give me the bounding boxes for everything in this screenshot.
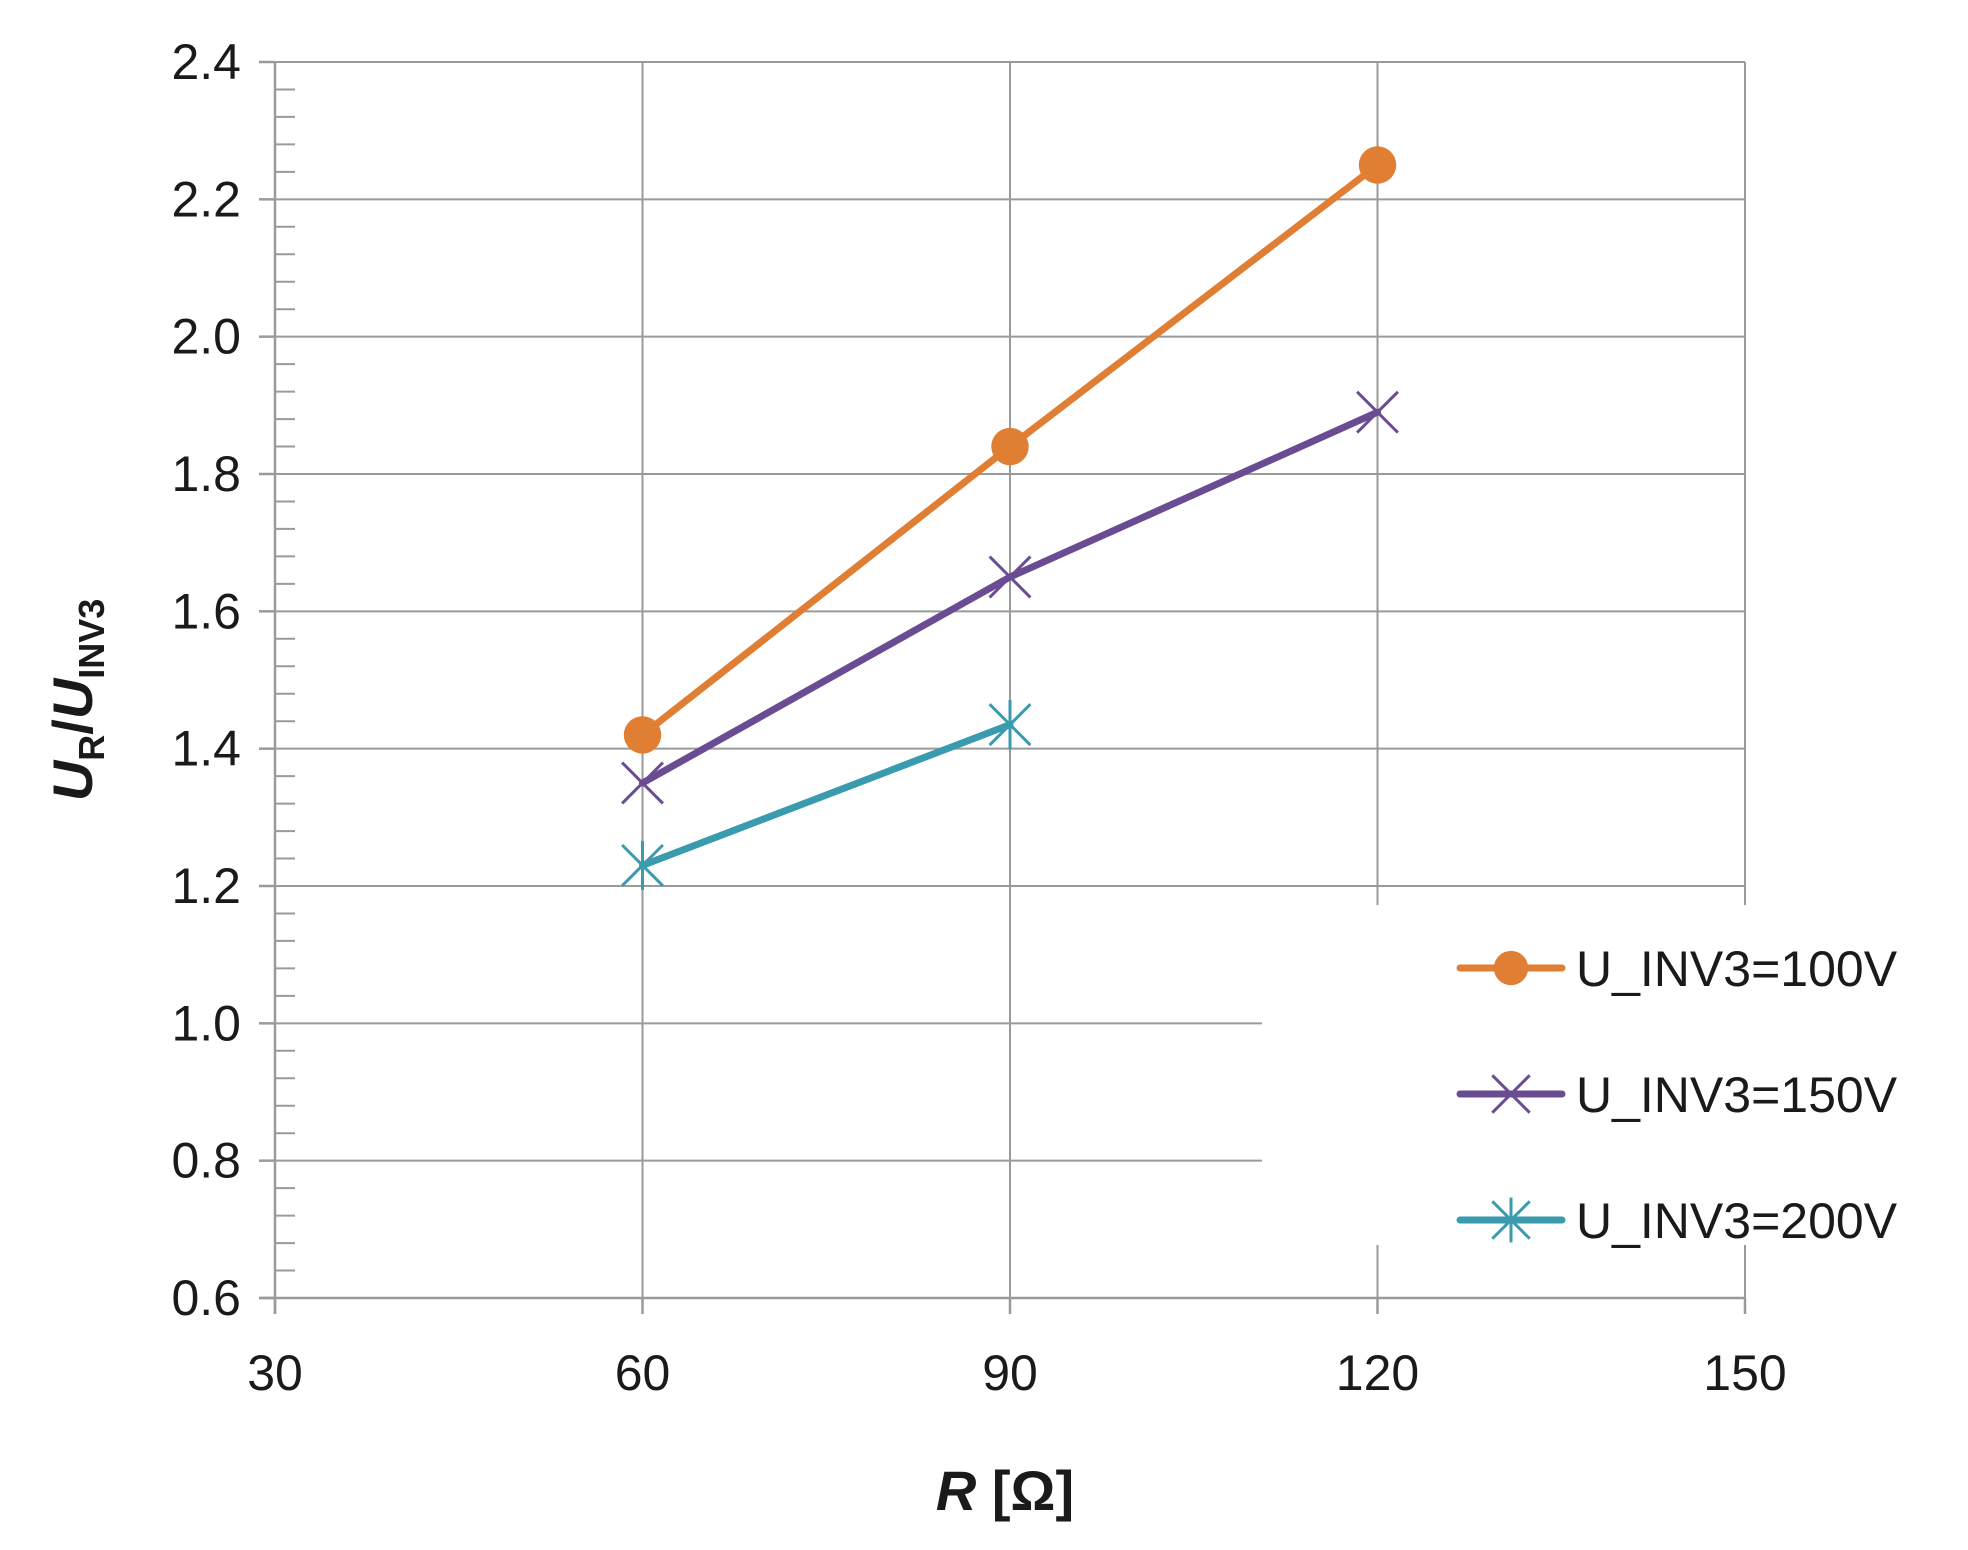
legend-item-3: U_INV3=200V [1456, 1193, 1898, 1249]
data-point [1358, 146, 1397, 184]
legend: U_INV3=100V U_INV3=150V U_INV3=200V [1456, 941, 1898, 1249]
series-3 [621, 700, 1032, 890]
y-tick-label: 1.2 [171, 858, 241, 914]
series-1 [623, 146, 1397, 754]
data-point [1356, 390, 1399, 434]
legend-item-2: U_INV3=150V [1456, 1067, 1898, 1123]
data-point [623, 716, 662, 754]
y-tick-label: 0.8 [171, 1133, 241, 1189]
y-tick-label: 1.0 [171, 995, 241, 1051]
legend-label: U_INV3=200V [1576, 1193, 1898, 1249]
x-axis-variable: R [936, 1459, 977, 1522]
legend-label: U_INV3=150V [1576, 1067, 1898, 1123]
series-2 [621, 390, 1399, 805]
y-axis-title: UR/UINV3 [41, 599, 112, 802]
x-tick-label: 150 [1703, 1345, 1786, 1401]
y-axis-slash: / [41, 719, 104, 735]
y-axis-numerator-subscript: R [71, 735, 112, 761]
series-group [621, 146, 1399, 890]
marker-stroke [1491, 1074, 1531, 1114]
legend-background [1262, 905, 1968, 1245]
x-tick-label: 60 [615, 1345, 671, 1401]
y-tick-label: 1.4 [171, 721, 241, 777]
data-point [988, 555, 1032, 599]
y-tick-label: 0.6 [171, 1270, 241, 1326]
axes [259, 60, 1747, 1314]
data-point [621, 761, 664, 805]
y-tick-label: 2.0 [171, 309, 241, 365]
y-axis-numerator: U [41, 759, 104, 801]
y-tick-labels: 0.6 0.8 1.0 1.2 1.4 1.6 1.8 2.0 2.2 2.4 [171, 34, 241, 1326]
y-tick-label: 2.4 [171, 34, 241, 90]
marker-stroke [621, 761, 664, 805]
y-axis-denominator-subscript: INV3 [71, 599, 112, 679]
legend-marker [1491, 1197, 1531, 1243]
legend-item-1: U_INV3=100V [1456, 941, 1898, 997]
x-tick-labels: 30 60 90 120 150 [247, 1345, 1787, 1401]
data-point [621, 840, 664, 890]
legend-marker [1491, 1074, 1531, 1114]
legend-marker [1493, 950, 1529, 986]
x-axis-unit: [Ω] [976, 1459, 1074, 1522]
series-line [639, 721, 1014, 869]
data-point [988, 700, 1032, 750]
y-tick-label: 1.6 [171, 583, 241, 639]
y-tick-label: 2.2 [171, 171, 241, 227]
data-point [991, 427, 1029, 466]
marker-stroke [1356, 390, 1399, 434]
y-minor-ticks [275, 88, 295, 1272]
x-tick-label: 120 [1336, 1345, 1419, 1401]
x-tick-label: 90 [982, 1345, 1038, 1401]
y-axis-denominator: U [41, 677, 104, 719]
legend-label: U_INV3=100V [1576, 941, 1898, 997]
x-tick-label: 30 [247, 1345, 303, 1401]
marker-stroke [988, 555, 1032, 599]
x-axis-title: R [Ω] [936, 1459, 1074, 1522]
y-tick-label: 1.8 [171, 446, 241, 502]
